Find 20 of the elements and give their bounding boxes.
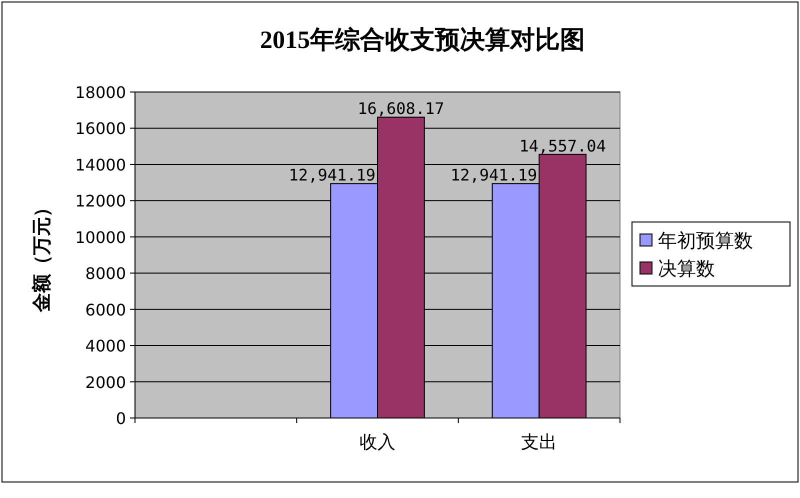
y-tick-label: 8000 <box>85 264 126 284</box>
y-tick-label: 14000 <box>75 155 126 174</box>
legend-label: 年初预算数 <box>658 230 753 252</box>
data-label: 14,557.04 <box>519 136 606 156</box>
data-label: 12,941.19 <box>288 166 376 185</box>
data-label: 12,941.19 <box>450 166 538 185</box>
y-tick-label: 10000 <box>75 228 126 247</box>
y-tick-label: 2000 <box>85 372 126 392</box>
x-tick-label: 支出 <box>521 432 558 453</box>
legend-label: 决算数 <box>658 258 715 280</box>
y-tick-label: 16000 <box>75 119 126 138</box>
x-tick-label: 收入 <box>360 432 396 453</box>
y-axis-title: 金额（万元） <box>31 198 53 313</box>
y-tick-label: 12000 <box>75 192 126 211</box>
y-tick-label: 4000 <box>85 336 126 356</box>
chart-title: 2015年综合收支预决算对比图 <box>260 26 585 54</box>
y-tick-label: 18000 <box>75 83 126 102</box>
y-tick-label: 6000 <box>85 300 126 320</box>
data-label: 16,608.17 <box>358 99 444 118</box>
y-tick-label: 0 <box>116 409 126 428</box>
